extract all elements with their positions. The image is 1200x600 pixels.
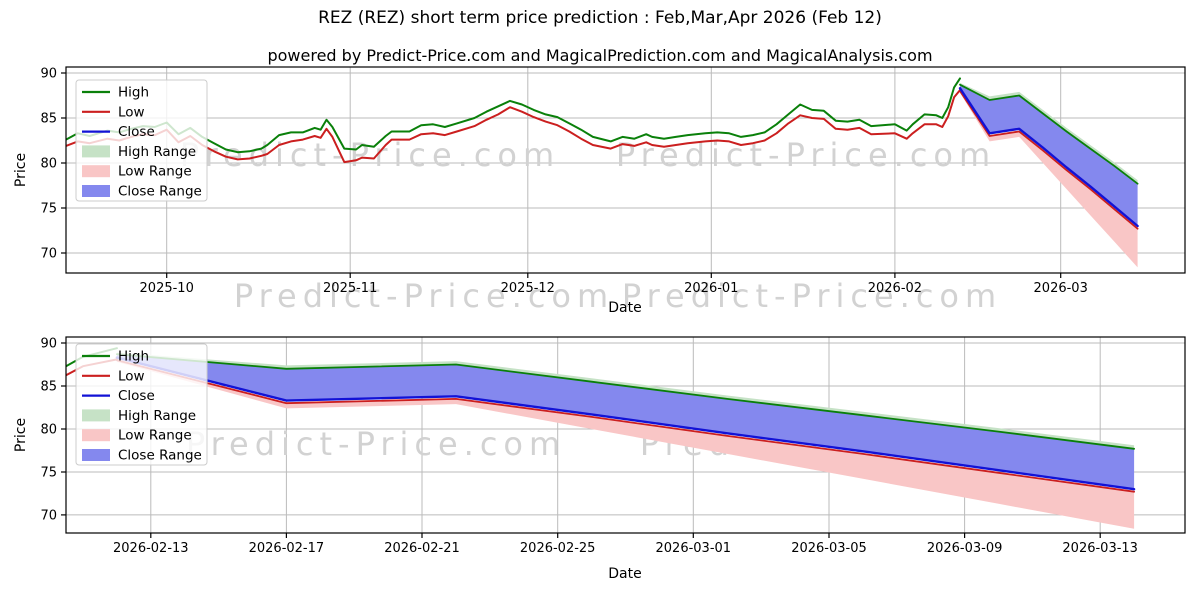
x-tick-label: 2026-03-01 bbox=[656, 541, 732, 556]
x-tick-label: 2026-02-25 bbox=[520, 541, 596, 556]
legend-swatch-close_range bbox=[82, 185, 110, 197]
high-prediction-line bbox=[959, 83, 1139, 185]
x-tick-label: 2025-10 bbox=[140, 281, 194, 296]
x-tick-label: 2026-03-05 bbox=[791, 541, 867, 556]
legend-label: High Range bbox=[118, 144, 196, 160]
x-tick-label: 2026-01 bbox=[684, 281, 738, 296]
close-range-band bbox=[116, 354, 1135, 490]
overview-y-axis-label: Price bbox=[13, 152, 29, 188]
legend-label: Close bbox=[118, 388, 155, 404]
overview-x-axis-label: Date bbox=[608, 300, 642, 316]
plot-border bbox=[65, 66, 1186, 274]
y-tick-label: 75 bbox=[40, 202, 57, 217]
legend-label: Low bbox=[118, 104, 145, 120]
y-tick-label: 75 bbox=[40, 466, 57, 481]
close-range-band bbox=[960, 84, 1138, 226]
close-prediction-line bbox=[958, 87, 1139, 228]
x-tick-label: 2026-02-13 bbox=[113, 541, 189, 556]
x-tick-label: 2026-03-13 bbox=[1062, 541, 1138, 556]
legend-swatch-close_range bbox=[82, 449, 110, 461]
plot-border bbox=[65, 336, 1186, 534]
series-group bbox=[66, 77, 1139, 268]
y-tick-label: 90 bbox=[40, 67, 57, 82]
legend-label: High Range bbox=[118, 408, 196, 424]
series-group bbox=[66, 347, 1136, 529]
legend-label: Close Range bbox=[118, 184, 202, 200]
close-prediction-line bbox=[115, 356, 1136, 491]
legend-swatch-low_range bbox=[82, 165, 110, 178]
y-tick-label: 85 bbox=[40, 380, 57, 395]
high-prediction-line bbox=[116, 353, 1135, 450]
legend-swatch-high_range bbox=[82, 145, 110, 158]
watermark-text: Predict-Price.com bbox=[186, 425, 566, 463]
legend-label: Low bbox=[118, 368, 145, 384]
y-tick-label: 80 bbox=[40, 157, 57, 172]
watermark-text: Predict-Price.com bbox=[622, 277, 1002, 315]
legend-label: Low Range bbox=[118, 428, 192, 444]
legend-swatch-low_range bbox=[82, 429, 110, 442]
legend-label: Low Range bbox=[118, 164, 192, 180]
y-tick-label: 70 bbox=[40, 508, 57, 523]
x-tick-label: 2026-03 bbox=[1034, 281, 1088, 296]
x-tick-label: 2025-12 bbox=[501, 281, 555, 296]
x-tick-label: 2026-02-21 bbox=[384, 541, 460, 556]
chart-subtitle: powered by Predict-Price.com and Magical… bbox=[267, 46, 933, 65]
y-tick-label: 90 bbox=[40, 337, 57, 352]
zoom-x-axis-label: Date bbox=[608, 566, 642, 582]
zoom-y-axis-label: Price bbox=[13, 417, 29, 453]
y-tick-label: 80 bbox=[40, 423, 57, 438]
legend: High Low Close High Range Low Range Close Ran… bbox=[75, 343, 208, 466]
high-line bbox=[66, 77, 961, 154]
legend-label: High bbox=[118, 85, 149, 101]
x-tick-label: 2026-03-09 bbox=[927, 541, 1003, 556]
x-tick-label: 2026-02 bbox=[868, 281, 922, 296]
prediction-zoom-chart: Predict-Price.comPredict-Price.com707580… bbox=[40, 336, 1186, 556]
low-line bbox=[66, 89, 961, 164]
x-tick-label: 2025-11 bbox=[323, 281, 377, 296]
y-tick-label: 85 bbox=[40, 112, 57, 127]
y-tick-label: 70 bbox=[40, 247, 57, 262]
legend: High Low Close High Range Low Range Close Ran… bbox=[75, 79, 208, 202]
legend-label: Close Range bbox=[118, 448, 202, 464]
x-tick-label: 2026-02-17 bbox=[249, 541, 325, 556]
watermark-text: Predict-Price.com bbox=[234, 277, 614, 315]
low-prediction-line bbox=[116, 359, 1135, 493]
legend-label: Close bbox=[118, 124, 155, 140]
watermark-text: Predict-Price.com bbox=[616, 136, 996, 174]
legend-label: High bbox=[118, 349, 149, 365]
overview-chart: Predict-Price.com Predict-Price.comPredic… bbox=[40, 66, 1186, 315]
low-prediction-line bbox=[959, 90, 1139, 230]
legend-swatch-high_range bbox=[82, 409, 110, 422]
watermark-text: Predict-Price.com bbox=[180, 136, 560, 174]
chart-title: REZ (REZ) short term price prediction : … bbox=[318, 8, 882, 28]
